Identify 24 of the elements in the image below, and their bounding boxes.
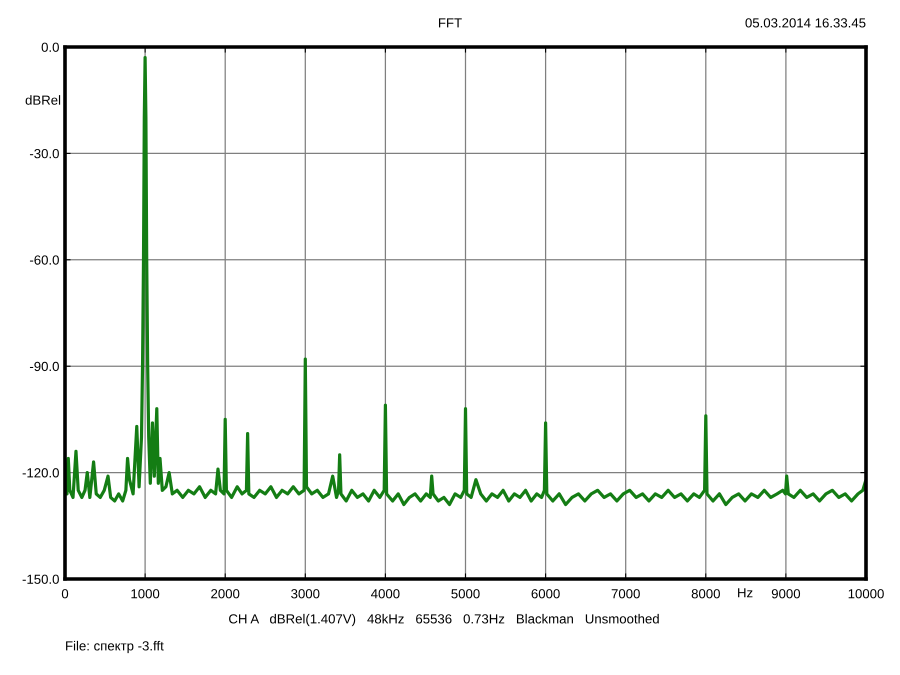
x-tick-label: 8000 (692, 589, 720, 598)
x-tick-label: 3000 (291, 589, 320, 598)
y-tick-label: -150.0 (22, 574, 59, 584)
text: 05.03.2014 16.33.45 (745, 18, 866, 28)
y-tick-label: -90.0 (30, 362, 59, 372)
text: File: спектр -3.fft (66, 640, 164, 654)
x-tick-label: 4000 (371, 589, 400, 598)
x-tick-label: 0 (62, 589, 68, 598)
x-tick-label: 10000 (848, 589, 884, 598)
x-tick-label: 9000 (772, 589, 800, 598)
x-tick-label: 7000 (612, 589, 640, 598)
y-axis-title: dBRel (26, 95, 60, 105)
y-tick-label: -120.0 (22, 468, 59, 478)
x-tick-label: 1000 (131, 589, 160, 598)
y-tick-label: 0.0 (42, 42, 59, 52)
line-series (65, 56, 866, 506)
x-tick-label: 2000 (211, 589, 240, 598)
y-tick-label: -30.0 (30, 148, 59, 158)
y-tick-label: -60.0 (30, 255, 59, 265)
x-axis-title: Hz (738, 588, 752, 598)
x-tick-label: 5000 (451, 589, 480, 598)
x-tick-label: 6000 (532, 589, 560, 598)
chart-title: FFT (438, 18, 462, 28)
text: CH A dBRel(1.407V) 48kHz 65536 0.73Hz Blackman Unsmoothed (229, 614, 659, 626)
